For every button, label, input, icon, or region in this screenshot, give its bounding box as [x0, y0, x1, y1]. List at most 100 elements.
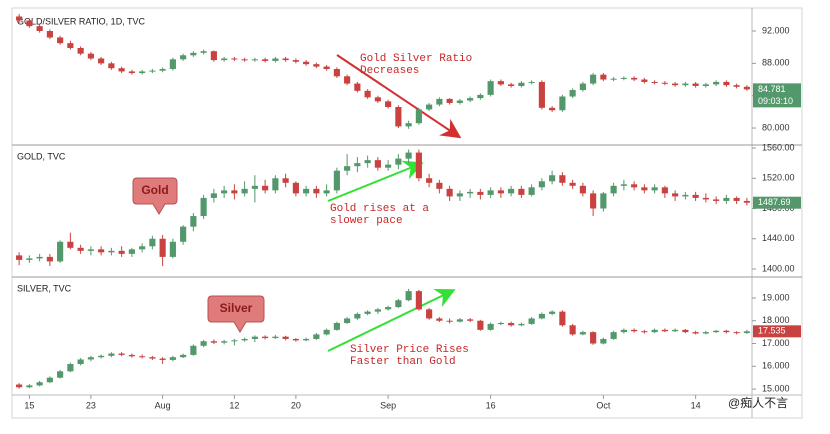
y-tick-label: 15.000 [762, 383, 790, 393]
candle-body [436, 98, 443, 105]
candle-body [108, 63, 115, 69]
trend-arrow [327, 288, 456, 352]
candle-body [743, 200, 750, 203]
candle-body [672, 329, 679, 332]
annotation-text: Faster than Gold [350, 356, 456, 368]
candle-body [446, 188, 453, 197]
candle-body [251, 185, 258, 189]
candle-body [405, 152, 412, 159]
trend-arrow [327, 160, 424, 202]
candle-body [333, 323, 340, 330]
candle-body [610, 185, 617, 194]
candle-body [46, 256, 53, 262]
candle-body [549, 175, 556, 182]
candle-body [221, 341, 228, 343]
candle-body [641, 187, 648, 191]
candle-body [108, 250, 115, 253]
candle-body [559, 175, 566, 183]
candle-body [364, 90, 371, 98]
candle-body [303, 61, 310, 65]
last-price-label: 17.535 [758, 326, 786, 336]
candle-body [456, 100, 463, 103]
candle-body [292, 182, 299, 194]
candle-body [108, 353, 115, 356]
candle-body [651, 81, 658, 83]
trend-arrow [336, 54, 462, 139]
candle-body [282, 336, 289, 339]
pane-title: GOLD, TVC [17, 151, 66, 161]
y-tick-label: 18.000 [762, 315, 790, 325]
candle-body [98, 249, 105, 253]
candle-body [508, 84, 515, 86]
candle-body [251, 336, 258, 339]
candle-body [579, 185, 586, 194]
candle-body [77, 359, 84, 365]
candle-body [641, 79, 648, 82]
candle-body [538, 313, 545, 319]
x-tick-label: Sep [380, 400, 396, 410]
candle-body [446, 98, 453, 103]
candle-body [620, 77, 627, 79]
candle-body [713, 81, 720, 85]
candle-body [446, 320, 453, 322]
candle-body [508, 323, 515, 326]
candle-body [385, 164, 392, 168]
candle-body [292, 338, 299, 341]
candle-body [477, 94, 484, 99]
candle-body [385, 307, 392, 310]
y-tick-label: 88.000 [762, 58, 790, 68]
candle-body [702, 197, 709, 200]
candle-body [262, 59, 269, 61]
candle-body [528, 81, 535, 83]
candle-body [303, 188, 310, 194]
candle-body [231, 190, 238, 194]
x-tick-label: 16 [486, 400, 496, 410]
candle-body [190, 52, 197, 56]
candle-body [436, 318, 443, 321]
candle-body [723, 81, 730, 86]
candle-body [620, 329, 627, 333]
annotation-text: Gold Silver Ratio [360, 53, 472, 65]
candle-body [118, 353, 125, 355]
candle-body [190, 216, 197, 227]
candle-body [221, 190, 228, 194]
candle-body [733, 332, 740, 334]
candle-body [661, 82, 668, 84]
y-tick-label: 1520.00 [762, 173, 795, 183]
candle-body [16, 255, 23, 260]
pane-title: GOLD/SILVER RATIO, 1D, TVC [17, 16, 146, 26]
candle-body [180, 354, 187, 358]
candle-body [559, 311, 566, 326]
candle-body [415, 109, 422, 124]
candle-body [98, 355, 105, 358]
y-tick-label: 1440.00 [762, 233, 795, 243]
candle-body [26, 385, 33, 388]
candle-body [169, 357, 176, 360]
annotation-text: Decreases [360, 65, 419, 77]
candle-body [600, 74, 607, 80]
candle-body [77, 47, 84, 54]
candle-body [221, 58, 228, 61]
candle-body [57, 37, 64, 44]
candle-body [477, 320, 484, 330]
candle-body [303, 338, 310, 341]
y-tick-label: 1400.00 [762, 263, 795, 273]
candle-body [118, 250, 125, 254]
candle-body [549, 107, 556, 111]
candle-body [169, 59, 176, 70]
candle-body [518, 82, 525, 86]
candle-body [395, 300, 402, 308]
candle-body [579, 332, 586, 335]
candle-body [98, 58, 105, 64]
frame [11, 7, 803, 419]
candle-body [497, 190, 504, 194]
candle-body [723, 330, 730, 333]
candle-body [743, 86, 750, 90]
candle-body [682, 329, 689, 333]
candle-body [467, 319, 474, 321]
candle-body [87, 53, 94, 59]
candle-body [456, 193, 463, 197]
last-price-box [753, 325, 801, 338]
candle-body [651, 329, 658, 333]
